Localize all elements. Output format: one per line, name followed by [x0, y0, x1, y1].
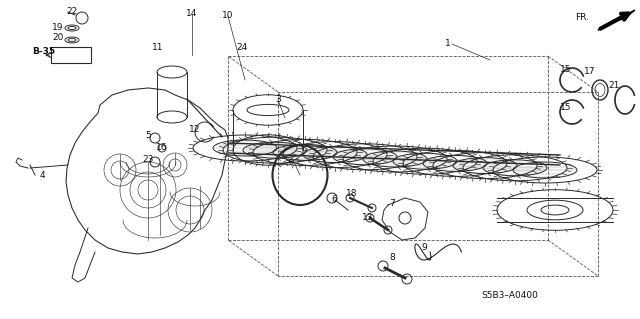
Text: 21: 21: [608, 81, 620, 91]
Text: 19: 19: [52, 24, 64, 33]
Text: 18: 18: [346, 189, 358, 198]
Text: 22: 22: [67, 8, 77, 17]
Text: 2: 2: [287, 155, 293, 165]
Text: FR.: FR.: [575, 13, 589, 23]
Text: 5: 5: [145, 130, 151, 139]
Text: B-35: B-35: [33, 48, 56, 56]
Text: 20: 20: [52, 33, 64, 42]
Text: 15: 15: [560, 65, 572, 75]
Text: 1: 1: [445, 40, 451, 48]
Text: 12: 12: [189, 125, 201, 135]
Polygon shape: [598, 10, 635, 30]
Text: 24: 24: [236, 43, 248, 53]
Text: 3: 3: [275, 95, 281, 105]
Text: 8: 8: [389, 254, 395, 263]
Text: 9: 9: [421, 243, 427, 253]
Text: S5B3–A0400: S5B3–A0400: [481, 291, 538, 300]
Text: 10: 10: [222, 11, 234, 20]
Text: 23: 23: [142, 155, 154, 165]
Text: 17: 17: [584, 68, 596, 77]
Text: 4: 4: [39, 170, 45, 180]
Text: 14: 14: [186, 10, 198, 19]
Text: 13: 13: [362, 213, 374, 222]
Text: 11: 11: [152, 43, 164, 53]
Text: 15: 15: [560, 103, 572, 113]
Text: 6: 6: [331, 196, 337, 204]
Text: 16: 16: [156, 144, 168, 152]
Text: 7: 7: [389, 199, 395, 209]
